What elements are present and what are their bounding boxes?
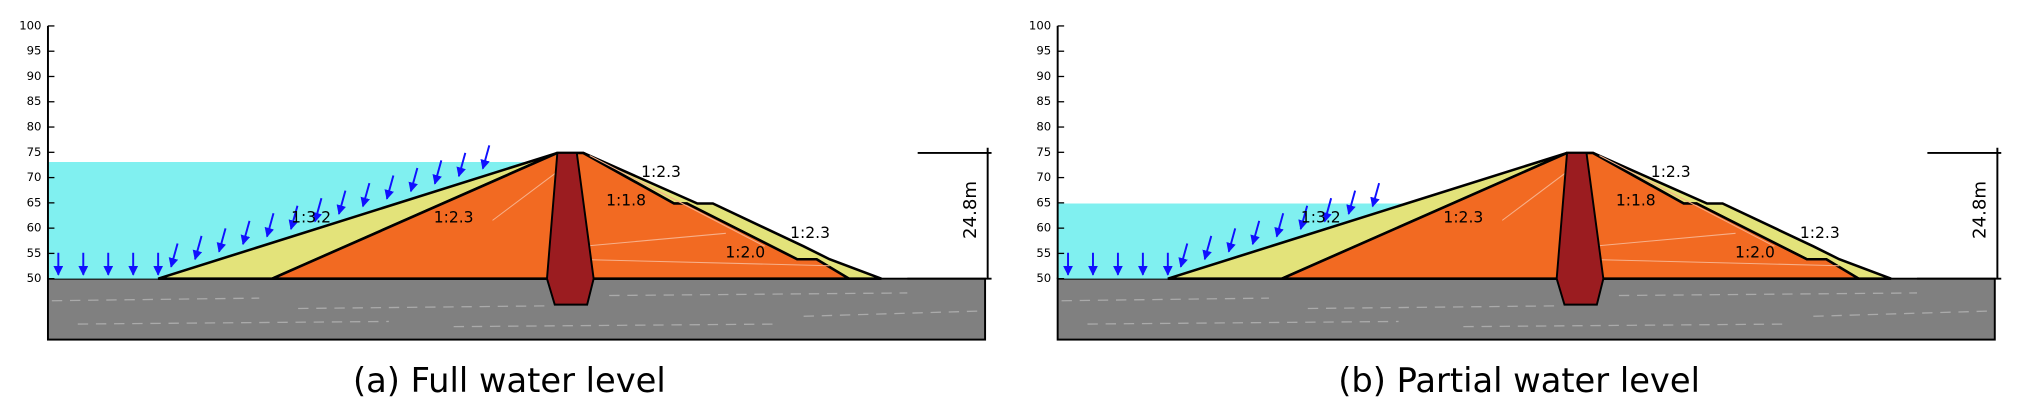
pressure-arrow bbox=[288, 205, 299, 231]
y-tick-label: 75 bbox=[27, 145, 42, 159]
pressure-arrow bbox=[168, 243, 179, 268]
pressure-arrow bbox=[216, 228, 227, 253]
y-tick-label: 70 bbox=[1036, 170, 1051, 184]
ground-texture bbox=[1618, 292, 1918, 297]
pressure-arrow bbox=[1298, 205, 1309, 231]
seepage-line bbox=[583, 232, 726, 247]
pressure-arrow bbox=[336, 190, 347, 215]
ground-texture bbox=[77, 320, 389, 325]
y-tick-label: 80 bbox=[27, 120, 42, 134]
pressure-arrow bbox=[1346, 190, 1357, 215]
y-tick-label: 80 bbox=[1036, 120, 1051, 134]
ground-texture bbox=[1087, 320, 1399, 325]
ground-texture bbox=[1307, 305, 1555, 310]
y-tick-label: 95 bbox=[27, 44, 42, 58]
y-tick-label: 100 bbox=[19, 18, 41, 32]
pressure-arrow bbox=[1274, 213, 1285, 238]
slope-label: 1:2.3 bbox=[641, 163, 681, 181]
pressure-arrow bbox=[1202, 235, 1213, 261]
y-tick-label: 55 bbox=[27, 246, 42, 260]
y-tick-label: 90 bbox=[27, 69, 42, 83]
pressure-arrow bbox=[1370, 182, 1381, 208]
pressure-arrow bbox=[432, 160, 443, 185]
seepage-line bbox=[589, 155, 765, 247]
height-label: 24.8m bbox=[1970, 181, 1991, 239]
height-label: 24.8m bbox=[960, 181, 981, 239]
pressure-arrow bbox=[480, 145, 491, 170]
y-tick-label: 55 bbox=[1036, 246, 1051, 260]
ground-texture bbox=[803, 310, 979, 317]
slope-label: 1:2.3 bbox=[1651, 163, 1691, 181]
slope-label: 1:3.2 bbox=[1301, 208, 1341, 226]
pressure-arrow bbox=[1322, 197, 1333, 223]
y-tick-label: 85 bbox=[1036, 94, 1051, 108]
pressure-arrow bbox=[384, 175, 395, 200]
y-tick-label: 85 bbox=[27, 94, 42, 108]
ground-texture bbox=[1061, 297, 1269, 302]
pressure-arrow bbox=[264, 213, 275, 238]
slope-label: 1:2.3 bbox=[1800, 224, 1840, 242]
cutoff-wall bbox=[1555, 151, 1605, 306]
y-tick-label: 70 bbox=[27, 170, 42, 184]
seepage-line bbox=[570, 258, 830, 267]
ground-texture bbox=[51, 297, 260, 302]
y-tick-label: 100 bbox=[1029, 18, 1051, 32]
slope-label: 1:3.2 bbox=[291, 208, 331, 226]
panel: 100 95 90 85 80 75 70 65 60 55 50 1:3.2 1:2.3 1:2.3 1:… bbox=[19, 18, 992, 400]
pressure-arrow bbox=[192, 235, 203, 261]
caption: (b) Partial water level bbox=[1338, 361, 1700, 400]
reservoir-water bbox=[47, 162, 529, 279]
pressure-arrow bbox=[1250, 220, 1261, 246]
panel: 100 95 90 85 80 75 70 65 60 55 50 1:3.2 1:2.3 1:2.3 1:… bbox=[1029, 18, 2002, 400]
pressure-arrow bbox=[1226, 228, 1237, 253]
slope-label: 1:1.8 bbox=[1616, 191, 1656, 209]
slope-label: 1:1.8 bbox=[606, 191, 646, 209]
slope-label: 1:2.3 bbox=[1443, 208, 1483, 226]
y-tick-label: 65 bbox=[1036, 195, 1051, 209]
seepage-line bbox=[1592, 232, 1736, 247]
ground-texture bbox=[298, 305, 545, 310]
y-tick-label: 60 bbox=[27, 221, 42, 235]
y-tick-label: 75 bbox=[1036, 145, 1051, 159]
pressure-arrow bbox=[240, 220, 251, 246]
ground-texture bbox=[1813, 310, 1989, 317]
cutoff-wall bbox=[545, 151, 595, 306]
caption: (a) Full water level bbox=[353, 361, 666, 400]
slope-label: 1:2.3 bbox=[434, 208, 474, 226]
pressure-arrow bbox=[456, 152, 467, 178]
foundation bbox=[1056, 277, 1996, 341]
y-tick-label: 60 bbox=[1036, 221, 1051, 235]
y-tick-label: 95 bbox=[1036, 44, 1051, 58]
slope-label: 1:2.0 bbox=[725, 243, 765, 261]
foundation bbox=[46, 277, 987, 341]
ground-texture bbox=[609, 292, 908, 297]
pressure-arrow bbox=[408, 167, 419, 193]
y-tick-label: 65 bbox=[27, 195, 42, 209]
pressure-arrow bbox=[312, 197, 323, 223]
y-tick-label: 50 bbox=[27, 271, 42, 285]
y-tick-label: 90 bbox=[1036, 69, 1051, 83]
y-tick-label: 50 bbox=[1036, 271, 1051, 285]
seepage-line bbox=[1579, 258, 1840, 267]
slope-label: 1:2.0 bbox=[1735, 243, 1775, 261]
slope-label: 1:2.3 bbox=[790, 224, 830, 242]
seepage-line bbox=[1599, 155, 1775, 247]
pressure-arrow bbox=[360, 182, 371, 208]
pressure-arrow bbox=[1178, 243, 1189, 268]
